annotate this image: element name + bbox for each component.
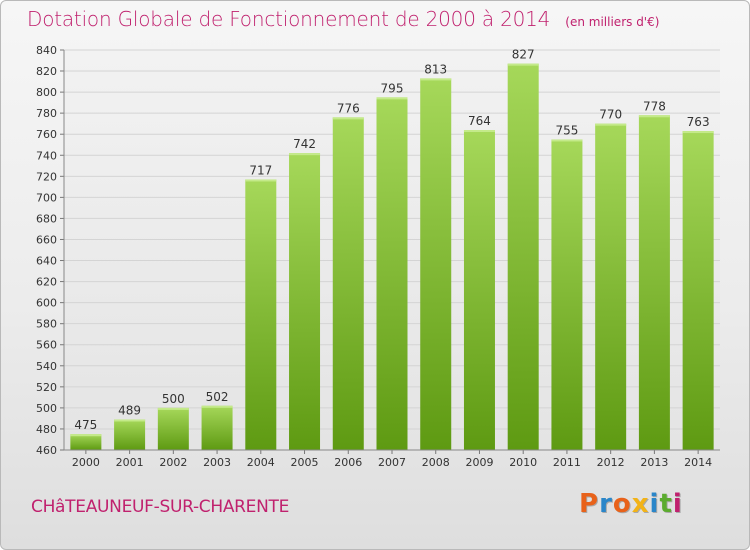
bar — [551, 139, 583, 450]
x-tick-label: 2001 — [116, 456, 144, 469]
x-tick-label: 2012 — [597, 456, 625, 469]
bars — [70, 63, 714, 451]
data-label: 502 — [206, 390, 229, 404]
bar-highlight — [157, 407, 189, 410]
bar — [682, 131, 714, 451]
y-tick-label: 640 — [36, 255, 57, 268]
bar-highlight — [245, 179, 277, 182]
bar-highlight — [332, 117, 364, 120]
x-tick-label: 2013 — [640, 456, 668, 469]
bar — [201, 405, 233, 450]
bar — [376, 97, 408, 451]
x-tick-label: 2011 — [553, 456, 581, 469]
data-labels: 475 489 500 502 717 742 776 795 813 764 827 755 770 7… — [74, 48, 709, 433]
proxiti-logo: Proxiti — [579, 489, 683, 519]
x-tick-label: 2003 — [203, 456, 231, 469]
x-tick-label: 2010 — [509, 456, 537, 469]
data-label: 763 — [687, 115, 710, 129]
bar-highlight — [70, 434, 102, 437]
y-tick-label: 480 — [36, 423, 57, 436]
x-tick-label: 2008 — [422, 456, 450, 469]
data-label: 755 — [555, 123, 578, 137]
bar-highlight — [201, 405, 233, 408]
data-label: 717 — [249, 163, 272, 177]
chart-subtitle: (en milliers d'€) — [565, 15, 660, 29]
bar-highlight — [376, 97, 408, 100]
y-tick-label: 540 — [36, 360, 57, 373]
bar — [157, 407, 189, 450]
y-tick-label: 700 — [36, 191, 57, 204]
y-tick-label: 680 — [36, 212, 57, 225]
bar — [245, 179, 277, 450]
y-tick-label: 760 — [36, 128, 57, 141]
x-tick-label: 2014 — [684, 456, 712, 469]
bar-highlight — [463, 130, 495, 132]
title-row: Dotation Globale de Fonctionnement de 20… — [27, 7, 659, 31]
x-tick-label: 2004 — [247, 456, 275, 469]
data-label: 500 — [162, 392, 185, 406]
data-label: 475 — [74, 418, 97, 432]
data-label: 770 — [599, 108, 622, 122]
x-tick-label: 2006 — [334, 456, 362, 469]
x-tick-label: 2007 — [378, 456, 406, 469]
bar — [463, 130, 495, 450]
data-label: 827 — [512, 48, 535, 62]
data-label: 764 — [468, 114, 491, 128]
y-tick-label: 460 — [36, 444, 57, 457]
y-tick-label: 820 — [36, 65, 57, 78]
y-tick-label: 800 — [36, 86, 57, 99]
y-tick-label: 600 — [36, 297, 57, 310]
y-tick-label: 840 — [36, 44, 57, 57]
data-label: 813 — [424, 62, 447, 76]
chart-title: Dotation Globale de Fonctionnement de 20… — [27, 7, 551, 31]
bar-highlight — [682, 131, 714, 134]
bar-highlight — [114, 419, 146, 422]
bar — [420, 78, 452, 450]
bar-highlight — [289, 153, 321, 156]
bar-highlight — [595, 123, 627, 126]
bar — [114, 419, 146, 450]
bar — [70, 434, 102, 450]
y-tick-label: 580 — [36, 318, 57, 331]
bar-highlight — [420, 78, 452, 81]
y-tick-label: 740 — [36, 149, 57, 162]
x-tick-label: 2009 — [465, 456, 493, 469]
y-tick-label: 560 — [36, 339, 57, 352]
data-label: 489 — [118, 403, 141, 417]
bar — [289, 153, 321, 450]
data-label: 742 — [293, 137, 316, 151]
bar-highlight — [507, 63, 539, 66]
y-axis: 460 480 500 520 540 560 580 600 620 640 660 680 700 7… — [36, 44, 65, 457]
bar-highlight — [638, 115, 670, 118]
bar — [638, 115, 670, 451]
commune-name: CHâTEAUNEUF-SUR-CHARENTE — [31, 497, 290, 517]
y-tick-label: 720 — [36, 170, 57, 183]
y-tick-label: 500 — [36, 402, 57, 415]
bar — [332, 117, 364, 451]
data-label: 795 — [381, 81, 404, 95]
bar-highlight — [551, 139, 583, 142]
x-tick-label: 2002 — [159, 456, 187, 469]
y-tick-label: 660 — [36, 233, 57, 246]
y-tick-label: 520 — [36, 381, 57, 394]
data-label: 776 — [337, 101, 360, 115]
bar — [507, 63, 539, 451]
x-axis: 2000 2001 2002 2003 2004 2005 2006 2007 2008 2009… — [64, 449, 720, 469]
y-tick-label: 780 — [36, 107, 57, 120]
bar — [595, 123, 627, 451]
x-tick-label: 2000 — [72, 456, 100, 469]
x-tick-label: 2005 — [291, 456, 319, 469]
data-label: 778 — [643, 99, 666, 113]
y-tick-label: 620 — [36, 276, 57, 289]
